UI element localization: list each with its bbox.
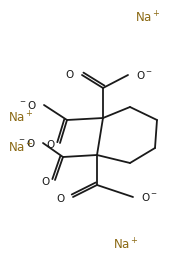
Text: $^-$O: $^-$O [17,137,36,149]
Text: O$^-$: O$^-$ [136,69,153,81]
Text: O: O [47,140,55,150]
Text: Na$^+$: Na$^+$ [8,140,34,156]
Text: Na$^+$: Na$^+$ [8,110,34,126]
Text: O$^-$: O$^-$ [141,191,158,203]
Text: O: O [57,194,65,204]
Text: Na$^+$: Na$^+$ [113,237,139,253]
Text: Na$^+$: Na$^+$ [135,10,161,26]
Text: O: O [42,177,50,187]
Text: $^-$O: $^-$O [18,99,37,111]
Text: O: O [66,70,74,80]
